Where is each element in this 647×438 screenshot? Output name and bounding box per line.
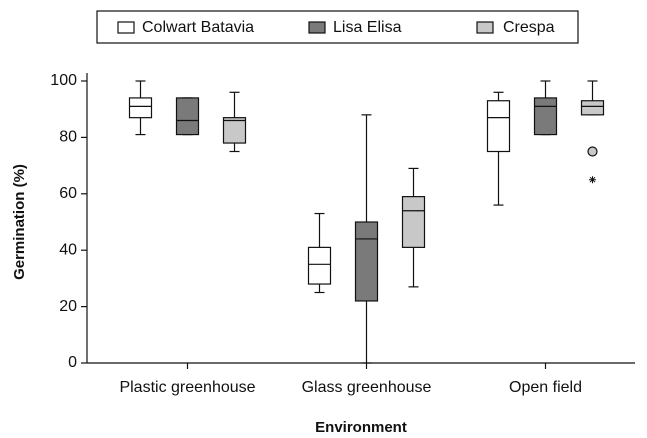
- legend-swatch: [308, 21, 326, 34]
- x-tick-label: Glass greenhouse: [302, 379, 432, 396]
- y-tick-label: 80: [59, 129, 77, 146]
- y-tick-label: 100: [50, 72, 77, 89]
- extreme: [589, 176, 596, 184]
- box: [486, 100, 511, 153]
- y-axis-label: Germination (%): [11, 164, 28, 280]
- legend-swatch: [117, 21, 135, 34]
- box: [580, 100, 605, 116]
- box: [533, 97, 558, 136]
- box: [401, 196, 426, 248]
- y-tick-label: 0: [68, 354, 77, 371]
- x-axis-label: Environment: [315, 419, 407, 436]
- legend-label: Lisa Elisa: [333, 19, 402, 36]
- box: [128, 97, 153, 119]
- legend-label: Colwart Batavia: [142, 19, 254, 36]
- box: [175, 97, 200, 136]
- box: [354, 221, 379, 302]
- legend-label: Crespa: [503, 19, 555, 36]
- legend-swatch: [476, 21, 494, 34]
- x-tick-label: Plastic greenhouse: [119, 379, 255, 396]
- box: [307, 246, 332, 285]
- x-tick-label: Open field: [509, 379, 582, 396]
- box: [222, 117, 247, 144]
- y-tick-label: 20: [59, 298, 77, 315]
- outlier: [587, 146, 598, 157]
- y-tick-label: 40: [59, 241, 77, 258]
- y-tick-label: 60: [59, 185, 77, 202]
- legend-frame: [96, 10, 579, 44]
